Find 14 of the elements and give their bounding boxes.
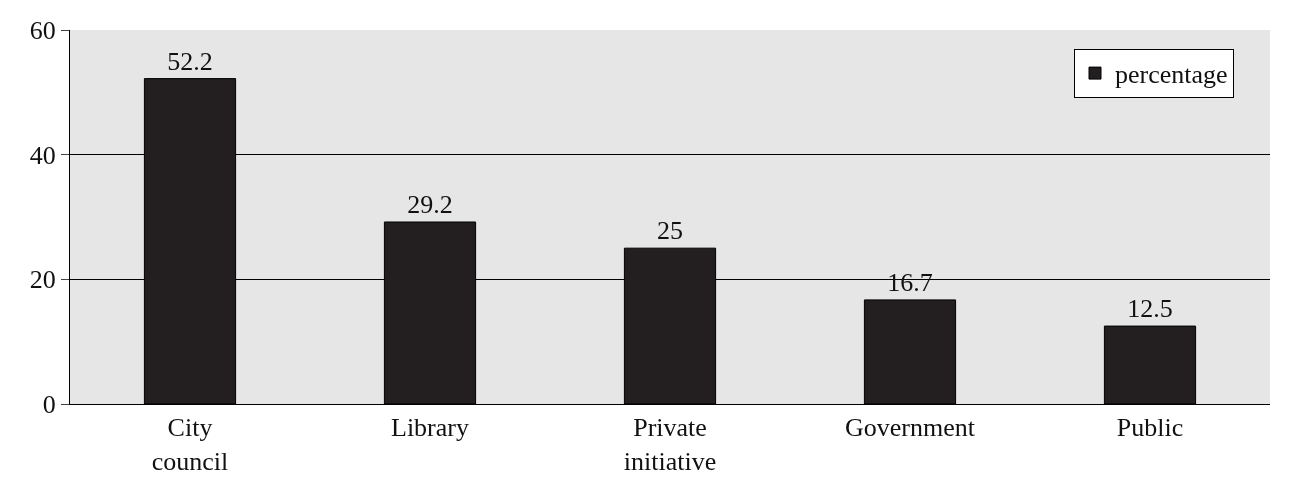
y-tick-label: 20 [29, 265, 56, 295]
x-tick-label: Private initiative [623, 413, 717, 476]
data-label: 29.2 [407, 189, 453, 219]
y-tick-label: 0 [42, 390, 56, 420]
y-tick-label: 60 [29, 16, 56, 46]
x-tick-label: Library [391, 413, 469, 443]
x-tick-label: Public [1116, 413, 1184, 443]
legend-label: percentage [1115, 60, 1228, 90]
data-label: 25 [657, 216, 683, 246]
y-tick-label: 40 [29, 140, 56, 170]
data-label: 12.5 [1127, 294, 1173, 324]
x-tick-label: City council [151, 413, 229, 476]
x-tick-label: Government [845, 413, 976, 443]
data-label: 52.2 [167, 46, 213, 76]
